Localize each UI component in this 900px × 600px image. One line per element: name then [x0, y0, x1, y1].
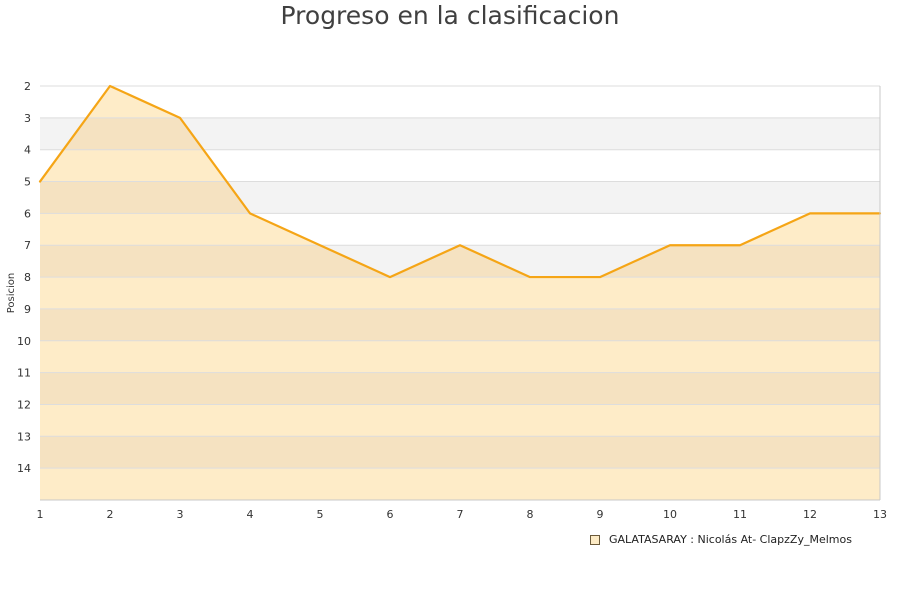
y-tick-label: 2: [24, 80, 31, 93]
area-stripe: [40, 372, 880, 405]
legend-label: GALATASARAY : Nicolás At- ClapzZy_Melmos: [609, 533, 852, 546]
legend: GALATASARAY : Nicolás At- ClapzZy_Melmos: [590, 533, 852, 546]
x-tick-label: 5: [317, 508, 324, 521]
axes: [40, 86, 881, 501]
x-tick-labels: 1 2 3 4 5 6 7 8 9 10 11 12 13: [37, 508, 888, 521]
x-tick-label: 11: [733, 508, 747, 521]
y-tick-label: 10: [17, 335, 31, 348]
x-tick-label: 3: [177, 508, 184, 521]
y-tick-label: 14: [17, 462, 31, 475]
grid-band: [40, 86, 880, 118]
x-tick-label: 13: [873, 508, 887, 521]
y-tick-label: 13: [17, 430, 31, 443]
x-tick-label: 2: [107, 508, 114, 521]
area-stripe: [40, 468, 880, 500]
x-tick-label: 12: [803, 508, 817, 521]
y-tick-label: 5: [24, 176, 31, 189]
area-stripe: [40, 308, 880, 341]
x-tick-label: 10: [663, 508, 677, 521]
area-stripe: [40, 436, 880, 469]
y-tick-label: 11: [17, 367, 31, 380]
x-tick-label: 4: [247, 508, 254, 521]
y-tick-label: 12: [17, 398, 31, 411]
series-line-path: [38, 84, 882, 279]
y-tick-label: 3: [24, 112, 31, 125]
y-tick-label: 8: [24, 271, 31, 284]
y-tick-label: 6: [24, 207, 31, 220]
y-tick-labels: 2 3 4 5 6 7 8 9 10 11 12 13 14: [17, 80, 31, 475]
x-tick-label: 6: [387, 508, 394, 521]
area-stripe: [40, 245, 880, 278]
chart-title: Progreso en la clasificacion: [280, 1, 620, 30]
y-tick-label: 4: [24, 144, 31, 157]
y-tick-label: 7: [24, 239, 31, 252]
y-tick-label: 9: [24, 303, 31, 316]
series-line: [38, 84, 882, 279]
area-stripe: [40, 277, 880, 309]
y-axis-label: Posicion: [6, 273, 17, 314]
legend-swatch: [590, 534, 600, 545]
x-tick-label: 7: [457, 508, 464, 521]
area-stripe: [40, 340, 880, 373]
x-tick-label: 1: [37, 508, 44, 521]
x-tick-label: 8: [527, 508, 534, 521]
x-tick-label: 9: [597, 508, 604, 521]
area-stripe: [40, 404, 880, 437]
